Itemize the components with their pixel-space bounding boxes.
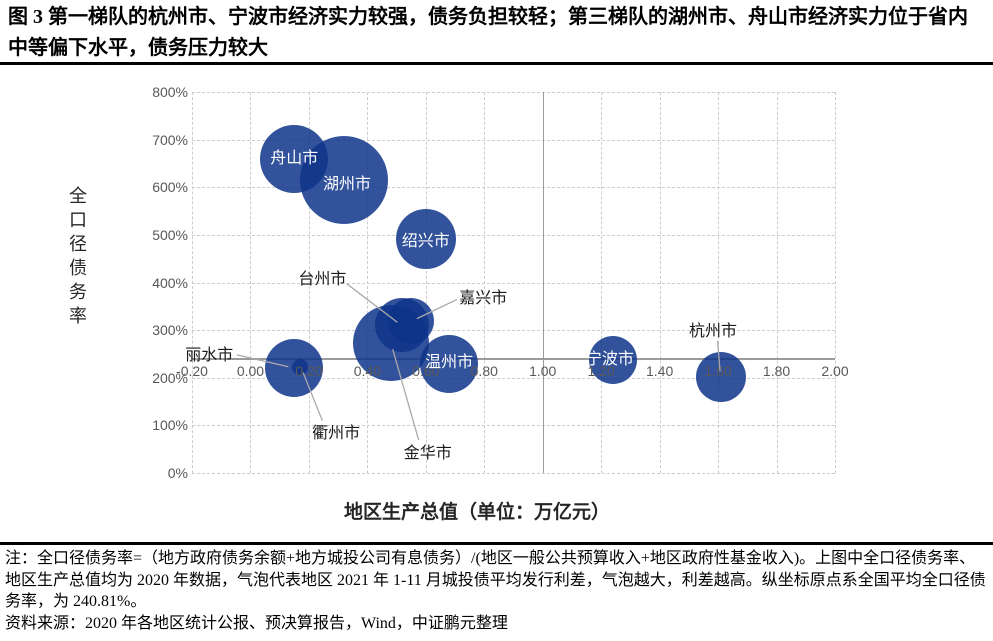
bubble-宁波市: [588, 335, 637, 384]
city-label-湖州市: 湖州市: [322, 176, 371, 194]
note-text: 注：全口径债务率=（地方政府债务余额+地方城投公司有息债务）/(地区一般公共预算…: [5, 550, 986, 610]
figure-title: 图 3 第一梯队的杭州市、宁波市经济实力较强，债务负担较轻；第三梯队的湖州市、舟…: [8, 6, 968, 59]
gridline-horizontal: [192, 187, 835, 189]
gridline-vertical: [835, 92, 836, 473]
title-divider: [0, 62, 993, 65]
x-axis-title: 地区生产总值（单位：万亿元）: [343, 502, 610, 523]
x-tick-label: 1.40: [646, 363, 674, 380]
y-tick-label: 700%: [152, 131, 188, 148]
y-axis-line: [542, 92, 545, 473]
bubble-湖州市: [299, 136, 388, 225]
gridline-horizontal: [192, 234, 835, 236]
y-tick-label: 0%: [167, 465, 188, 481]
city-label-绍兴市: 绍兴市: [401, 232, 450, 250]
y-tick-label: 100%: [152, 417, 188, 434]
x-tick-label: -0.20: [176, 363, 208, 380]
x-tick-label: 1.60: [704, 363, 732, 380]
city-label-金华市: 金华市: [403, 445, 452, 463]
bubble-绍兴市: [395, 208, 456, 269]
city-label-杭州市: 杭州市: [688, 323, 738, 341]
x-tick-label: 2.00: [821, 363, 849, 380]
x-tick-label: 1.00: [529, 363, 557, 380]
notes-divider: [0, 542, 993, 545]
city-label-温州市: 温州市: [425, 354, 474, 372]
figure-notes: 注：全口径债务率=（地方政府债务余额+地方城投公司有息债务）/(地区一般公共预算…: [5, 548, 990, 634]
city-label-丽水市: 丽水市: [185, 346, 234, 364]
y-axis-title: 全口径债务率: [67, 186, 87, 330]
gridline-horizontal: [192, 473, 835, 474]
city-label-衢州市: 衢州市: [312, 425, 361, 443]
bubble-杭州市: [696, 352, 746, 403]
x-tick-label: 0.00: [236, 363, 265, 380]
city-label-宁波市: 宁波市: [585, 350, 634, 368]
source-text: 资料来源：2020 年各地区统计公报、预决算报告，Wind，中证鹏元整理: [5, 614, 508, 632]
x-tick-label: 0.80: [470, 363, 498, 380]
bubble-衢州市: [292, 359, 309, 376]
x-tick-label: 1.20: [587, 363, 615, 380]
gridline-horizontal: [192, 139, 835, 141]
city-label-嘉兴市: 嘉兴市: [459, 289, 508, 307]
gridline-horizontal: [192, 282, 835, 284]
gridline-horizontal: [192, 425, 835, 427]
x-tick-label: 0.40: [353, 363, 381, 380]
y-tick-label: 500%: [152, 226, 188, 243]
gridline-horizontal: [192, 377, 835, 379]
city-label-舟山市: 舟山市: [270, 149, 319, 167]
bubble-温州市: [420, 335, 479, 394]
y-tick-label: 600%: [152, 179, 188, 196]
city-label-台州市: 台州市: [298, 271, 347, 289]
gridline-horizontal: [192, 330, 835, 332]
x-axis-line: [192, 358, 835, 360]
y-tick-label: 800%: [152, 84, 188, 100]
gridline-horizontal: [192, 92, 835, 93]
y-tick-label: 300%: [152, 322, 188, 339]
y-tick-label: 400%: [152, 274, 188, 291]
y-tick-label: 200%: [152, 369, 188, 386]
x-tick-label: 0.20: [295, 363, 323, 380]
x-tick-label: 1.80: [762, 363, 791, 380]
